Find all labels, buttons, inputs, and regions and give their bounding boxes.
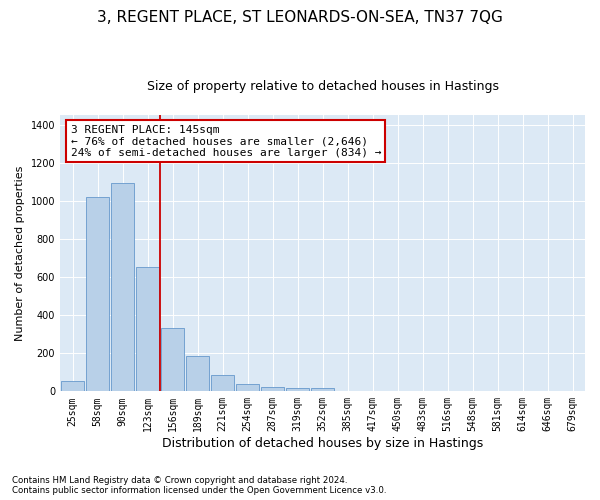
Bar <box>211 375 234 392</box>
Bar <box>261 386 284 392</box>
Bar <box>111 182 134 392</box>
Y-axis label: Number of detached properties: Number of detached properties <box>15 166 25 341</box>
Title: Size of property relative to detached houses in Hastings: Size of property relative to detached ho… <box>146 80 499 93</box>
Bar <box>136 268 159 392</box>
Text: 3, REGENT PLACE, ST LEONARDS-ON-SEA, TN37 7QG: 3, REGENT PLACE, ST LEONARDS-ON-SEA, TN3… <box>97 10 503 25</box>
X-axis label: Distribution of detached houses by size in Hastings: Distribution of detached houses by size … <box>162 437 483 450</box>
Bar <box>311 388 334 392</box>
Text: 3 REGENT PLACE: 145sqm
← 76% of detached houses are smaller (2,646)
24% of semi-: 3 REGENT PLACE: 145sqm ← 76% of detached… <box>71 124 381 158</box>
Text: Contains HM Land Registry data © Crown copyright and database right 2024.
Contai: Contains HM Land Registry data © Crown c… <box>12 476 386 495</box>
Bar <box>86 197 109 392</box>
Bar <box>286 388 309 392</box>
Bar <box>61 381 84 392</box>
Bar <box>186 356 209 392</box>
Bar <box>236 384 259 392</box>
Bar <box>161 328 184 392</box>
